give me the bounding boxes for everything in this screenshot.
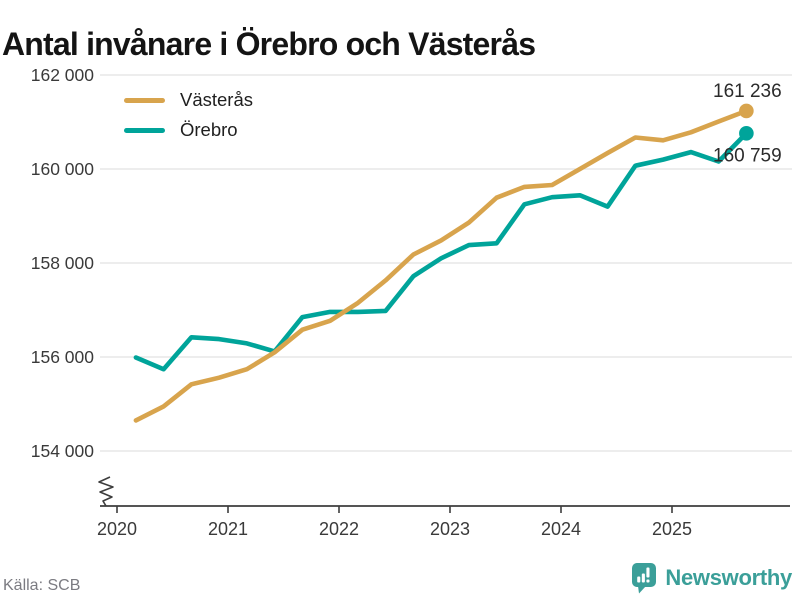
axis-break-icon	[98, 476, 114, 507]
series-end-label-vasteras: 161 236	[713, 81, 782, 102]
newsworthy-logo[interactable]: Newsworthy	[631, 562, 792, 594]
series-line-vasteras	[133, 108, 749, 423]
y-tick-label: 154 000	[31, 441, 95, 461]
x-tick-label: 2024	[541, 519, 581, 539]
y-tick-label: 156 000	[31, 347, 95, 367]
x-tick-label: 2021	[208, 519, 248, 539]
brand-name: Newsworthy	[665, 565, 792, 590]
legend: Västerås Örebro	[124, 90, 253, 141]
legend-swatch-orebro	[124, 128, 165, 133]
series-end-label-orebro: 160 759	[713, 145, 782, 166]
x-tick-label: 2025	[652, 519, 692, 539]
legend-item-vasteras: Västerås	[124, 90, 253, 111]
x-tick-label: 2022	[319, 519, 359, 539]
series-end-dot-orebro	[739, 126, 754, 141]
x-tick-label: 2023	[430, 519, 470, 539]
legend-label-orebro: Örebro	[180, 119, 238, 141]
x-tick-label: 2020	[97, 519, 137, 539]
y-tick-label: 158 000	[31, 253, 95, 273]
series-line-orebro	[133, 131, 749, 372]
legend-swatch-vasteras	[124, 98, 165, 103]
page-title: Antal invånare i Örebro och Västerås	[2, 26, 536, 63]
y-tick-label: 162 000	[31, 65, 95, 85]
legend-label-vasteras: Västerås	[180, 89, 254, 111]
y-tick-label: 160 000	[31, 159, 95, 179]
bar-chart-bubble-icon	[632, 563, 657, 594]
series-end-dot-vasteras	[739, 103, 754, 119]
legend-item-orebro: Örebro	[124, 120, 253, 141]
source-note: Källa: SCB	[3, 577, 81, 594]
